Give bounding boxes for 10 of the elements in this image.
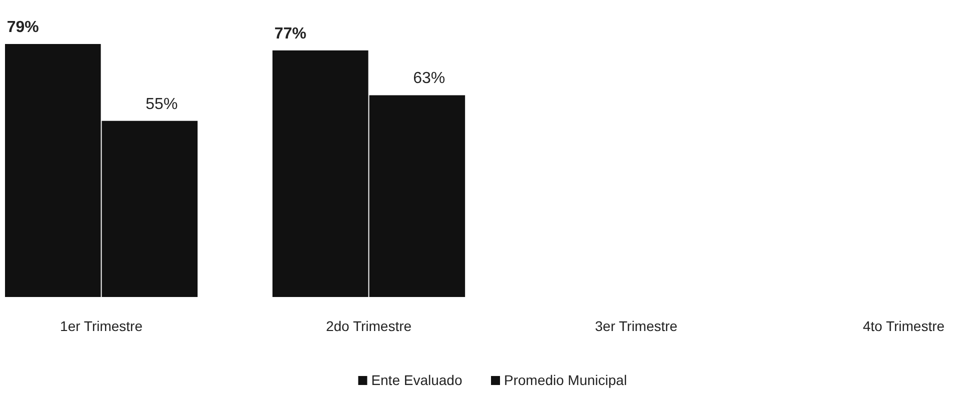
x-tick-label: 4to Trimestre	[862, 318, 945, 334]
data-label: 55%	[146, 96, 178, 113]
x-tick-label: 2do Trimestre	[326, 318, 412, 334]
data-label: 79%	[6, 19, 39, 36]
data-label: 77%	[274, 25, 306, 42]
x-tick-label: 1er Trimestre	[60, 318, 143, 334]
x-tick-label: 3er Trimestre	[595, 318, 678, 334]
data-label: 63%	[413, 70, 446, 88]
legend-label: Promedio Municipal	[504, 372, 627, 388]
legend-label: Ente Evaluado	[371, 372, 462, 388]
